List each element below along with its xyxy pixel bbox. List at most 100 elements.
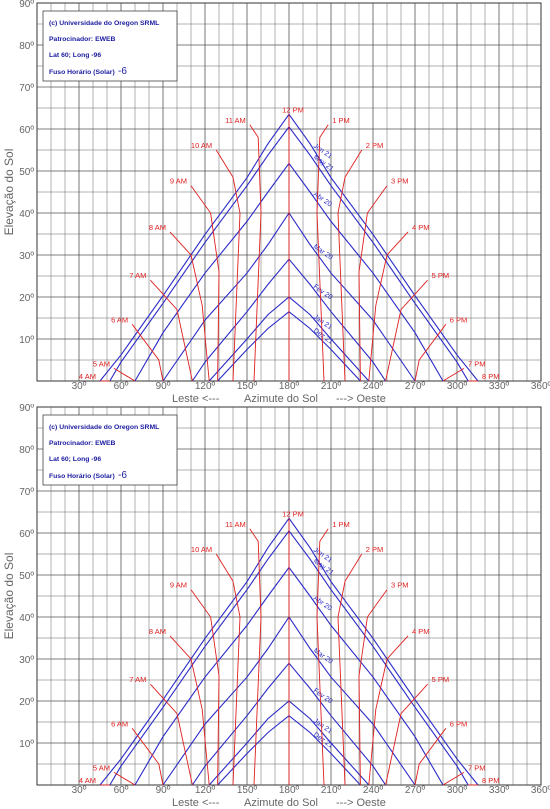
hour-label-8-am: 8 AM bbox=[149, 223, 166, 232]
y-tick-label: 10º bbox=[19, 739, 34, 750]
hour-line-9-am bbox=[190, 185, 220, 382]
hour-label-2-pm: 2 PM bbox=[366, 141, 384, 150]
y-tick-label: 50º bbox=[19, 571, 34, 582]
hour-label-6-am: 6 AM bbox=[111, 315, 128, 324]
hour-label-11-am: 11 AM bbox=[225, 520, 246, 529]
info-line3: Lat 60; Long -96 bbox=[49, 456, 101, 463]
hour-label-9-am: 9 AM bbox=[170, 581, 187, 590]
info-line2: Patrocinador: EWEB bbox=[49, 36, 116, 43]
hour-label-4-am: 4 AM bbox=[79, 372, 96, 381]
hour-line-5-pm bbox=[385, 279, 428, 382]
hour-line-7-am bbox=[150, 279, 193, 382]
x-tick-label: 330º bbox=[489, 381, 510, 392]
hour-line-5-am bbox=[113, 772, 136, 786]
y-tick-label: 80º bbox=[19, 445, 34, 456]
hour-line-8-am bbox=[169, 231, 210, 382]
x-axis-ticks: 30º 60º 90º 120º 150º 180º 210º 240º 270º 300º 330… bbox=[72, 785, 550, 796]
info-line3: Lat 60; Long -96 bbox=[49, 52, 101, 59]
x-tick-label: 300º bbox=[447, 381, 468, 392]
hour-label-12-pm: 12 PM bbox=[282, 105, 304, 114]
hour-label-1-pm: 1 PM bbox=[332, 520, 350, 529]
hour-label-9-am: 9 AM bbox=[170, 177, 187, 186]
x-tick-label: 60º bbox=[114, 785, 129, 796]
hour-line-4-pm bbox=[368, 635, 409, 786]
hour-line-3-pm bbox=[358, 589, 388, 786]
hour-label-6-pm: 6 PM bbox=[450, 719, 468, 728]
x-tick-label: 90º bbox=[156, 785, 171, 796]
info-timezone-value: -6 bbox=[118, 66, 127, 77]
x-tick-label: 30º bbox=[72, 381, 87, 392]
info-box: (c) Universidade do Oregon SRML Patrocina… bbox=[42, 414, 178, 486]
y-tick-label: 70º bbox=[19, 83, 34, 94]
hour-line-9-am bbox=[190, 589, 220, 786]
y-tick-label: 60º bbox=[19, 125, 34, 136]
hour-label-5-pm: 5 PM bbox=[432, 271, 450, 280]
hour-label-7-am: 7 AM bbox=[129, 675, 146, 684]
hour-line-1-pm bbox=[316, 124, 329, 382]
x-tick-label: 90º bbox=[156, 381, 171, 392]
hour-label-11-am: 11 AM bbox=[225, 116, 246, 125]
hour-label-7-am: 7 AM bbox=[129, 271, 146, 280]
hour-lines: 4 AM 5 AM 6 AM 7 AM 8 AM 9 AM 10 AM 11 AM 12 PM 1… bbox=[79, 509, 500, 786]
hour-label-5-pm: 5 PM bbox=[432, 675, 450, 684]
hour-label-4-pm: 4 PM bbox=[412, 627, 430, 636]
x-tick-label: 60º bbox=[114, 381, 129, 392]
hour-label-6-pm: 6 PM bbox=[450, 315, 468, 324]
x-tick-label: 270º bbox=[405, 785, 426, 796]
hour-line-5-am bbox=[113, 368, 136, 382]
info-box-frame bbox=[42, 414, 178, 486]
y-axis-ticks: 10º 20º 30º 40º 50º 60º 70º 80º 90º bbox=[19, 404, 34, 750]
hour-label-8-am: 8 AM bbox=[149, 627, 166, 636]
hour-line-6-pm bbox=[414, 324, 447, 382]
hour-line-7-pm bbox=[442, 368, 465, 382]
x-tick-label: 210º bbox=[321, 381, 342, 392]
x-tick-label: 180º bbox=[279, 785, 300, 796]
hour-line-2-pm bbox=[337, 149, 363, 382]
hour-label-4-am: 4 AM bbox=[79, 776, 96, 785]
x-axis-title-right: ---> Oeste bbox=[336, 797, 386, 808]
hour-line-10-am bbox=[215, 149, 241, 382]
x-axis-title-right: ---> Oeste bbox=[336, 393, 386, 404]
hour-label-12-pm: 12 PM bbox=[282, 509, 304, 518]
y-tick-label: 10º bbox=[19, 335, 34, 346]
info-box-frame bbox=[42, 10, 178, 82]
x-axis-title-center: Azimute do Sol bbox=[244, 797, 318, 808]
hour-label-8-pm: 8 PM bbox=[482, 776, 500, 785]
x-tick-label: 270º bbox=[405, 381, 426, 392]
x-tick-label: 240º bbox=[363, 785, 384, 796]
y-tick-label: 70º bbox=[19, 487, 34, 498]
x-axis-title-center: Azimute do Sol bbox=[244, 393, 318, 404]
hour-label-10-am: 10 AM bbox=[191, 141, 212, 150]
y-tick-label: 30º bbox=[19, 251, 34, 262]
hour-label-2-pm: 2 PM bbox=[366, 545, 384, 554]
info-line1: (c) Universidade do Oregon SRML bbox=[49, 20, 159, 27]
hour-line-7-pm bbox=[442, 772, 465, 786]
x-axis-title-left: Leste <--- bbox=[172, 393, 220, 404]
hour-label-1-pm: 1 PM bbox=[332, 116, 350, 125]
x-axis-ticks: 30º 60º 90º 120º 150º 180º 210º 240º 270º 300º 330… bbox=[72, 381, 550, 392]
hour-label-7-pm: 7 PM bbox=[468, 359, 486, 368]
hour-line-4-pm bbox=[368, 231, 409, 382]
x-tick-label: 180º bbox=[279, 381, 300, 392]
x-axis-title-left: Leste <--- bbox=[172, 797, 220, 808]
hour-label-3-pm: 3 PM bbox=[391, 581, 409, 590]
y-tick-label: 30º bbox=[19, 655, 34, 666]
hour-label-5-am: 5 AM bbox=[93, 359, 110, 368]
hour-label-4-pm: 4 PM bbox=[412, 223, 430, 232]
y-tick-label: 50º bbox=[19, 167, 34, 178]
hour-line-10-am bbox=[215, 553, 241, 786]
y-axis-title: Elevação do Sol bbox=[2, 149, 16, 236]
y-axis-title: Elevação do Sol bbox=[2, 553, 16, 640]
y-tick-label: 20º bbox=[19, 293, 34, 304]
hour-line-3-pm bbox=[358, 185, 388, 382]
y-tick-label: 60º bbox=[19, 529, 34, 540]
info-timezone-label: Fuso Horário (Solar) bbox=[49, 69, 115, 76]
hour-label-8-pm: 8 PM bbox=[482, 372, 500, 381]
x-tick-label: 210º bbox=[321, 785, 342, 796]
hour-label-7-pm: 7 PM bbox=[468, 763, 486, 772]
date-curve-jun-21 bbox=[99, 517, 479, 786]
grid-lines bbox=[37, 407, 541, 785]
y-tick-label: 40º bbox=[19, 209, 34, 220]
